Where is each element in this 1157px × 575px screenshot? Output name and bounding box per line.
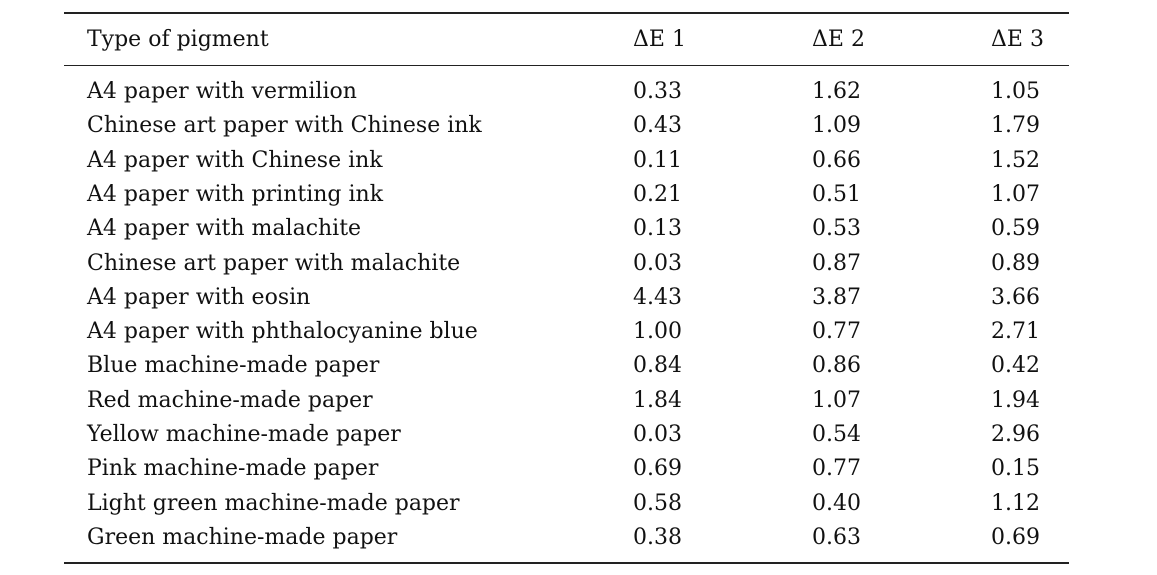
value-cell: 0.43 <box>633 113 682 139</box>
pigment-cell: Blue machine-made paper <box>87 353 380 379</box>
value-cell: 1.79 <box>991 113 1040 139</box>
value-cell: 1.00 <box>633 319 682 345</box>
value-cell: 0.58 <box>633 490 682 516</box>
value-cell: 1.07 <box>991 181 1040 207</box>
column-header: ΔE 1 <box>633 27 686 52</box>
pigment-cell: Chinese art paper with Chinese ink <box>87 113 482 139</box>
value-cell: 0.03 <box>633 422 682 447</box>
value-cell: 1.84 <box>633 387 682 413</box>
row-header-title: Type of pigment <box>87 27 269 52</box>
value-cell: 0.89 <box>991 250 1040 276</box>
value-cell: 0.11 <box>633 147 682 173</box>
pigment-cell: A4 paper with phthalocyanine blue <box>87 319 478 345</box>
value-cell: 0.21 <box>633 181 682 207</box>
value-cell: 0.84 <box>633 353 682 379</box>
top-rule <box>64 12 1069 14</box>
bottom-rule <box>64 562 1069 564</box>
value-cell: 0.40 <box>812 490 861 516</box>
value-cell: 1.12 <box>991 490 1040 516</box>
pigment-cell: Light green machine-made paper <box>87 490 460 516</box>
value-cell: 0.86 <box>812 353 861 379</box>
pigment-cell: Pink machine-made paper <box>87 456 379 482</box>
value-cell: 0.51 <box>812 181 861 207</box>
pigment-cell: Yellow machine-made paper <box>87 422 401 447</box>
value-cell: 1.09 <box>812 113 861 139</box>
value-cell: 4.43 <box>633 284 682 310</box>
pigment-cell: A4 paper with eosin <box>87 284 311 310</box>
value-cell: 0.66 <box>812 147 861 173</box>
value-cell: 0.15 <box>991 456 1040 482</box>
value-cell: 0.63 <box>812 524 861 550</box>
value-cell: 0.77 <box>812 456 861 482</box>
value-cell: 1.05 <box>991 79 1040 104</box>
pigment-cell: A4 paper with Chinese ink <box>87 147 383 173</box>
value-cell: 0.42 <box>991 353 1040 379</box>
column-header: ΔE 2 <box>812 27 865 52</box>
value-cell: 0.54 <box>812 422 861 447</box>
value-cell: 3.87 <box>812 284 861 310</box>
column-header: ΔE 3 <box>991 27 1044 52</box>
value-cell: 2.71 <box>991 319 1040 345</box>
value-cell: 0.59 <box>991 216 1040 242</box>
value-cell: 0.38 <box>633 524 682 550</box>
pigment-cell: A4 paper with vermilion <box>87 79 357 104</box>
value-cell: 0.69 <box>991 524 1040 550</box>
pigment-cell: Green machine-made paper <box>87 524 398 550</box>
header-rule <box>64 65 1069 66</box>
value-cell: 1.62 <box>812 79 861 104</box>
value-cell: 0.69 <box>633 456 682 482</box>
value-cell: 3.66 <box>991 284 1040 310</box>
value-cell: 1.94 <box>991 387 1040 413</box>
value-cell: 0.87 <box>812 250 861 276</box>
pigment-cell: Red machine-made paper <box>87 387 373 413</box>
value-cell: 0.53 <box>812 216 861 242</box>
value-cell: 0.03 <box>633 250 682 276</box>
value-cell: 1.52 <box>991 147 1040 173</box>
value-cell: 0.77 <box>812 319 861 345</box>
pigment-cell: A4 paper with malachite <box>87 216 362 242</box>
value-cell: 2.96 <box>991 422 1040 447</box>
pigment-cell: A4 paper with printing ink <box>87 181 384 207</box>
value-cell: 0.33 <box>633 79 682 104</box>
pigment-cell: Chinese art paper with malachite <box>87 250 461 276</box>
value-cell: 1.07 <box>812 387 861 413</box>
value-cell: 0.13 <box>633 216 682 242</box>
